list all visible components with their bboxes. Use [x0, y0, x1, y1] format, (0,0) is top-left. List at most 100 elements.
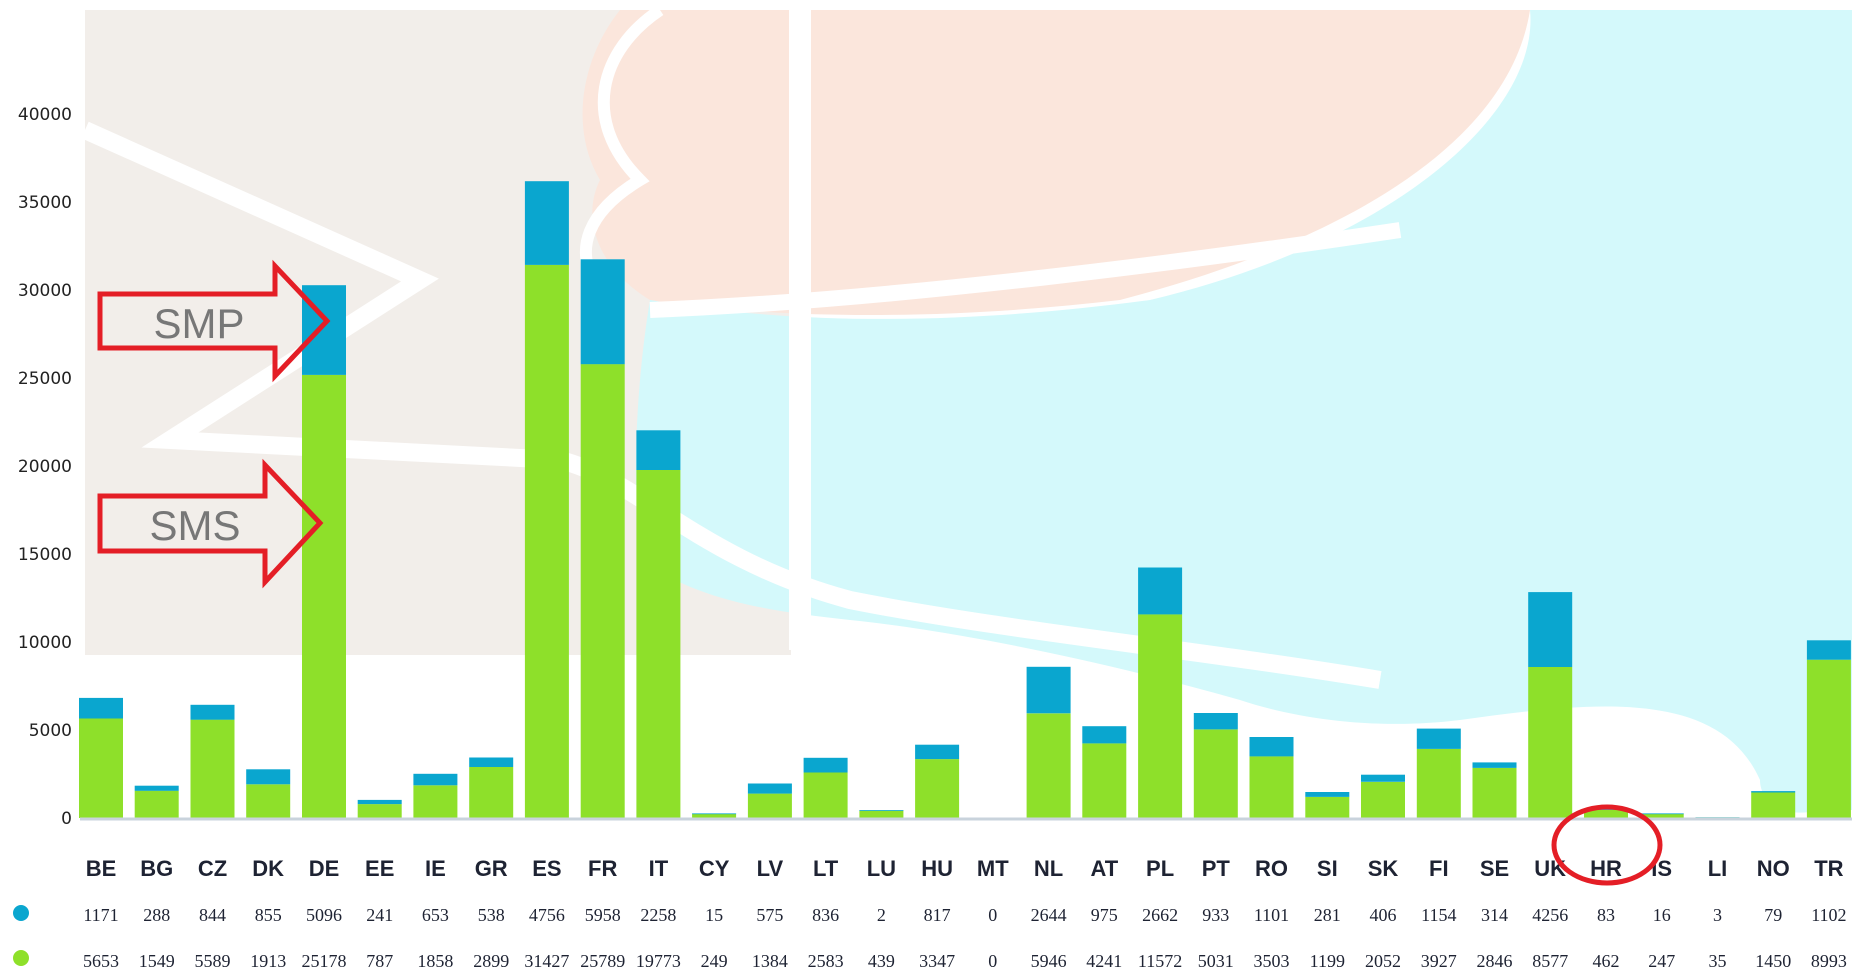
- table-cell: 975: [1091, 905, 1118, 925]
- x-tick-label: IE: [425, 856, 446, 881]
- table-cell: 462: [1593, 951, 1620, 971]
- bar-ro-series-2: [1249, 737, 1294, 757]
- x-tick-label: TR: [1814, 856, 1843, 881]
- annotations: SMP SMS: [97, 259, 1663, 886]
- table-cell: 3927: [1421, 951, 1457, 971]
- bar-is-series-1: [1639, 813, 1684, 818]
- table-cell: 5958: [585, 905, 621, 925]
- background-map: [81, 5, 1852, 813]
- bar-at-series-2: [1082, 726, 1127, 744]
- bar-no-series-2: [1751, 791, 1796, 793]
- x-tick-label: DK: [252, 856, 284, 881]
- bar-ee-series-2: [357, 799, 402, 805]
- x-tick-label: PL: [1146, 856, 1174, 881]
- bar-si-series-2: [1305, 792, 1350, 797]
- bar-se-series-1: [1472, 767, 1517, 818]
- table-cell: 1549: [139, 951, 175, 971]
- x-tick-label: HU: [921, 856, 953, 881]
- bar-it-series-1: [636, 470, 681, 818]
- table-cell: 11572: [1138, 951, 1182, 971]
- x-tick-label: LI: [1708, 856, 1728, 881]
- table-cell: 575: [756, 905, 783, 925]
- bar-si-series-1: [1305, 796, 1350, 818]
- bar-uk-series-2: [1528, 592, 1573, 667]
- table-cell: 2: [877, 905, 886, 925]
- table-cell: 2644: [1031, 905, 1067, 925]
- bar-de-series-1: [302, 374, 346, 818]
- table-cell: 5031: [1198, 951, 1234, 971]
- bar-pl-series-1: [1138, 614, 1183, 818]
- bar-ee-series-1: [357, 804, 402, 818]
- table-cell: 15: [705, 905, 723, 925]
- value-table: 1171565328815498445589855191350962517824…: [13, 905, 1847, 971]
- table-cell: 1101: [1254, 905, 1289, 925]
- table-cell: 281: [1314, 905, 1341, 925]
- x-tick-label: LV: [757, 856, 784, 881]
- bar-pl-series-2: [1138, 567, 1183, 615]
- table-cell: 314: [1481, 905, 1508, 925]
- x-axis-labels: BE BG CZ DK DE EE IE GR ES FR IT CY LV LT LU HU MT NL AT PL…: [86, 856, 1844, 881]
- sms-arrow: [97, 458, 324, 589]
- table-cell: 3347: [919, 951, 955, 971]
- y-tick-label: 15000: [18, 545, 72, 565]
- smp-label: SMP: [153, 300, 244, 347]
- bar-lv-series-2: [747, 783, 792, 794]
- table-cell: 8993: [1811, 951, 1847, 971]
- bar-pt-series-1: [1193, 729, 1238, 818]
- map-coast-outline: [579, 5, 664, 294]
- bar-tr-series-2: [1806, 640, 1851, 660]
- bar-cy-series-2: [692, 813, 737, 815]
- table-cell: 3: [1713, 905, 1722, 925]
- bar-cy-series-1: [692, 813, 737, 818]
- bar-dk-series-2: [246, 769, 291, 785]
- bar-is-series-2: [1639, 813, 1684, 815]
- y-tick-label: 5000: [29, 721, 72, 741]
- x-tick-label: GR: [475, 856, 508, 881]
- table-cell: 1858: [417, 951, 453, 971]
- bar-it-series-2: [636, 430, 681, 470]
- table-cell: 25178: [302, 951, 347, 971]
- table-cell: 1199: [1310, 951, 1345, 971]
- bar-lt-series-2: [803, 757, 848, 773]
- x-tick-label: IT: [649, 856, 669, 881]
- table-cell: 2583: [808, 951, 844, 971]
- table-cell: 2899: [473, 951, 509, 971]
- x-tick-label: CY: [699, 856, 730, 881]
- table-cell: 1913: [250, 951, 286, 971]
- y-axis: 40000 35000 30000 25000 20000 15000 10000 5000 0: [18, 105, 72, 829]
- table-cell: 249: [701, 951, 728, 971]
- bar-lu-series-1: [859, 810, 904, 818]
- bar-cz-series-2: [190, 704, 235, 720]
- x-tick-label: SE: [1480, 856, 1509, 881]
- y-tick-label: 35000: [18, 193, 72, 213]
- bar-sk-series-1: [1361, 781, 1405, 818]
- table-cell: 5946: [1031, 951, 1067, 971]
- table-cell: 4256: [1532, 905, 1568, 925]
- x-tick-label: CZ: [198, 856, 227, 881]
- table-cell: 0: [988, 951, 997, 971]
- bar-fi-series-1: [1416, 748, 1461, 818]
- bar-hu-series-2: [915, 744, 960, 760]
- series-bullet-blue: [13, 905, 29, 921]
- table-cell: 35: [1709, 951, 1727, 971]
- bar-at-series-1: [1082, 743, 1127, 818]
- bar-hr-series-1: [1584, 809, 1628, 818]
- bar-fr-series-1: [580, 364, 625, 818]
- bar-fi-series-2: [1416, 728, 1461, 749]
- bar-ie-series-2: [413, 773, 458, 786]
- table-cell: 836: [812, 905, 839, 925]
- table-cell: 79: [1764, 905, 1782, 925]
- bar-be-series-2: [79, 697, 123, 719]
- x-tick-label: BE: [86, 856, 117, 881]
- table-cell: 19773: [636, 951, 681, 971]
- table-cell: 16: [1653, 905, 1671, 925]
- x-tick-label: LT: [813, 856, 839, 881]
- smp-arrow: [97, 259, 331, 383]
- bar-lv-series-1: [747, 793, 792, 818]
- table-cell: 1102: [1811, 905, 1846, 925]
- table-cell: 4241: [1086, 951, 1122, 971]
- y-tick-label: 30000: [18, 281, 72, 301]
- x-tick-label: FI: [1429, 856, 1449, 881]
- bar-ie-series-1: [413, 785, 458, 818]
